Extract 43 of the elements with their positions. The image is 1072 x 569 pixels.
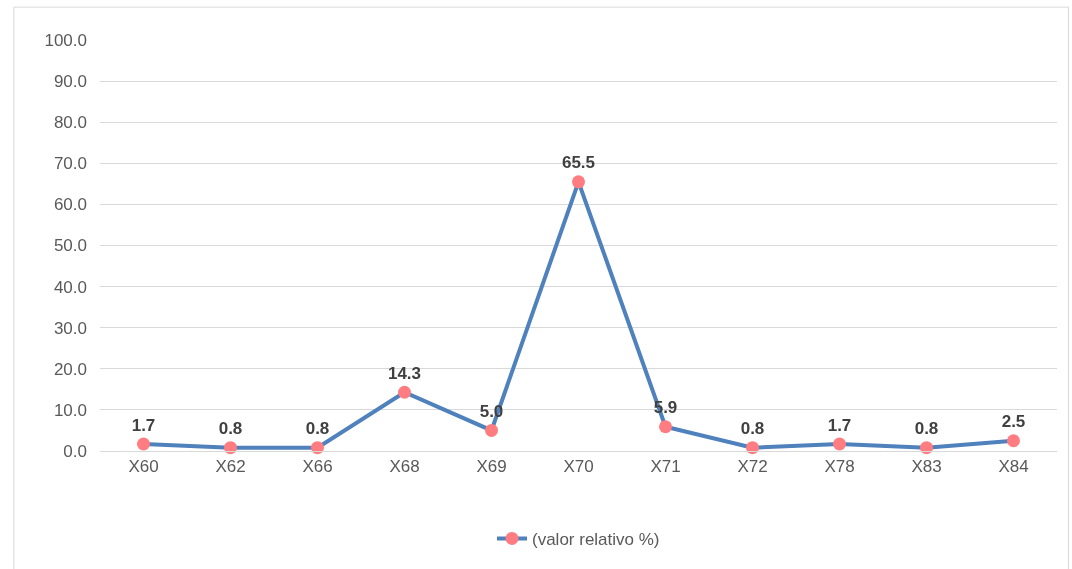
data-label: 1.7 xyxy=(131,415,156,435)
x-tick-label: X84 xyxy=(998,457,1029,477)
x-tick-label: X66 xyxy=(302,457,333,477)
point xyxy=(311,441,324,455)
y-tick-label: 40.0 xyxy=(53,277,87,297)
point xyxy=(920,441,933,455)
point xyxy=(833,437,846,451)
x-tick-label: X78 xyxy=(824,457,855,477)
point xyxy=(224,441,237,455)
point xyxy=(746,441,759,455)
y-tick-label: 30.0 xyxy=(53,318,87,338)
y-tick-label: 90.0 xyxy=(53,72,87,92)
data-label: 0.8 xyxy=(305,419,330,439)
y-tick-label: 20.0 xyxy=(53,359,87,379)
data-label: 14.3 xyxy=(387,363,422,383)
y-tick-label: 10.0 xyxy=(53,400,87,420)
point xyxy=(137,437,150,451)
data-label: 1.7 xyxy=(827,415,852,435)
y-tick-label: 80.0 xyxy=(53,113,87,133)
data-label: 0.8 xyxy=(914,419,939,439)
data-label: 65.5 xyxy=(561,153,596,173)
y-tick-label: 50.0 xyxy=(53,236,87,256)
x-tick-label: X60 xyxy=(128,457,159,477)
data-label: 0.8 xyxy=(218,419,243,439)
legend-label: (valor relativo %) xyxy=(532,530,660,550)
x-tick-label: X72 xyxy=(737,457,768,477)
data-label: 2.5 xyxy=(1001,412,1026,432)
x-tick-label: X62 xyxy=(215,457,246,477)
point xyxy=(572,175,585,189)
point xyxy=(398,385,411,399)
x-tick-label: X70 xyxy=(563,457,594,477)
x-tick-label: X68 xyxy=(389,457,420,477)
data-label: 0.8 xyxy=(740,419,765,439)
x-tick-label: X83 xyxy=(911,457,942,477)
y-tick-label: 0.0 xyxy=(63,441,87,461)
y-tick-label: 70.0 xyxy=(53,154,87,174)
x-tick-label: X69 xyxy=(476,457,507,477)
y-tick-label: 100.0 xyxy=(44,30,87,50)
point xyxy=(485,423,498,437)
y-tick-label: 60.0 xyxy=(53,195,87,215)
point xyxy=(659,420,672,434)
point xyxy=(1007,434,1020,448)
x-tick-label: X71 xyxy=(650,457,681,477)
